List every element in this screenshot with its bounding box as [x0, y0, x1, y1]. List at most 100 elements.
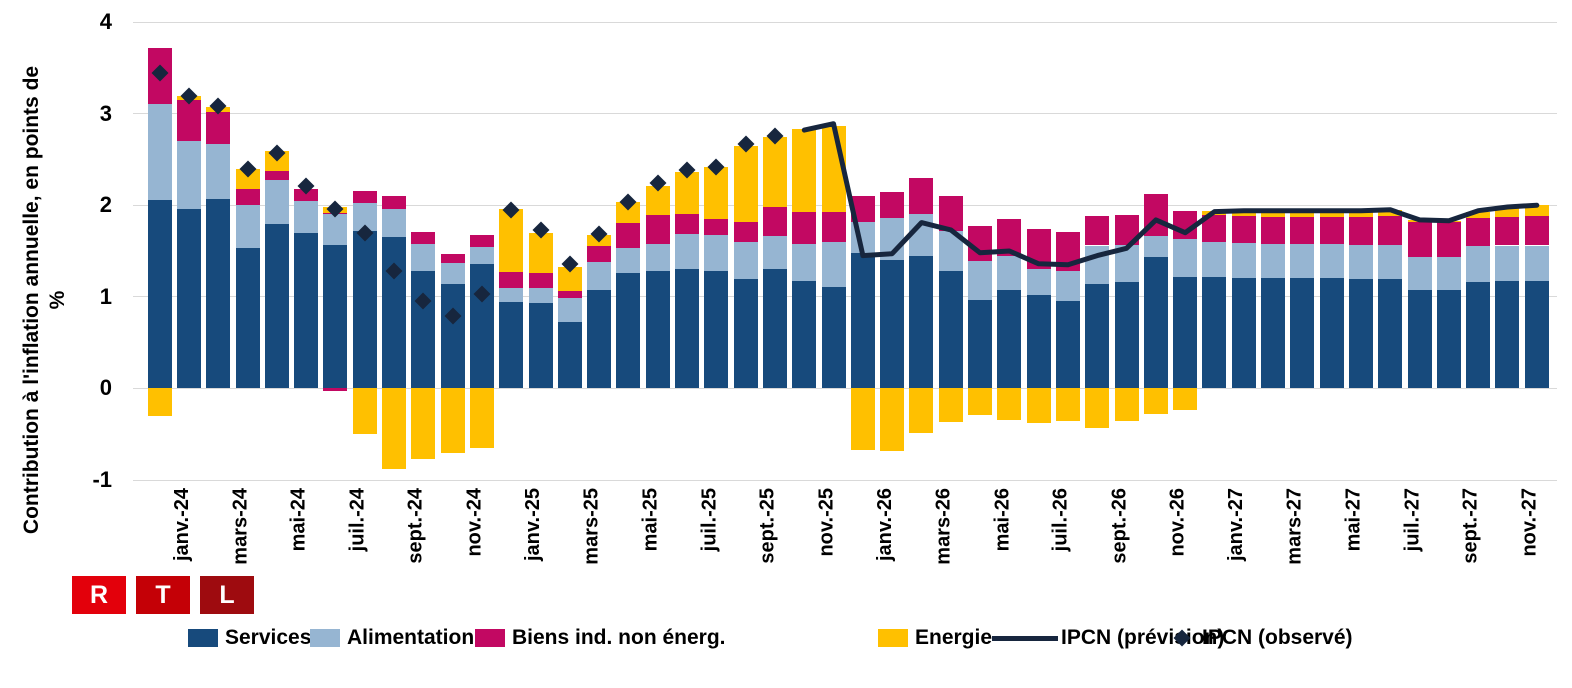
bar-segment-alimentation — [1348, 244, 1373, 280]
bar-segment-biens — [206, 111, 231, 144]
bar-segment-services — [1085, 283, 1110, 389]
bar-segment-energie — [1114, 388, 1139, 422]
bar-segment-services — [1407, 290, 1432, 389]
bar-segment-services — [704, 271, 729, 389]
bar-segment-services — [1202, 276, 1227, 389]
x-tick-label: janv.-27 — [1225, 488, 1248, 561]
bar-segment-services — [1231, 277, 1256, 389]
bar-segment-alimentation — [675, 233, 700, 270]
x-tick-label: mai-25 — [639, 488, 662, 552]
bar-segment-energie — [792, 129, 817, 212]
bar-segment-alimentation — [1143, 236, 1168, 258]
bar-segment-energie — [1466, 211, 1491, 219]
bar-segment-biens — [1290, 217, 1315, 244]
bar-segment-energie — [762, 136, 787, 208]
bar-segment-services — [997, 290, 1022, 389]
bar-segment-services — [411, 271, 436, 389]
bar-segment-energie — [938, 388, 963, 423]
bar-segment-energie — [382, 388, 407, 469]
x-tick-label: juil.-27 — [1401, 488, 1424, 552]
bar-segment-biens — [382, 196, 407, 209]
bar-segment-services — [323, 244, 348, 389]
services-swatch-icon — [188, 629, 218, 647]
bar-segment-biens — [1348, 217, 1373, 245]
y-tick-label: 1 — [99, 283, 112, 309]
bar-segment-alimentation — [587, 261, 612, 291]
bar-segment-alimentation — [1524, 245, 1549, 282]
forecast-line — [801, 121, 1540, 268]
bar-segment-biens — [528, 272, 553, 288]
bar-segment-energie — [1055, 388, 1080, 422]
bar-segment-energie — [616, 202, 641, 223]
bar-segment-biens — [440, 253, 465, 263]
y-tick-label: -1 — [92, 467, 112, 492]
bar-segment-services — [1348, 279, 1373, 389]
bar-segment-alimentation — [1173, 239, 1198, 277]
x-tick-label: mai-24 — [287, 488, 310, 552]
bar-segment-energie — [909, 388, 934, 434]
bar-segment-services — [968, 299, 993, 389]
bar-segment-biens — [323, 388, 348, 392]
bar-segment-energie — [733, 145, 758, 222]
bar-segment-alimentation — [323, 214, 348, 245]
x-tick-label: juil.-25 — [698, 488, 721, 552]
bar-segment-services — [264, 223, 289, 389]
rtl-logo-letter-r: R — [72, 576, 126, 614]
y-tick-label: 3 — [99, 100, 112, 126]
bar-segment-alimentation — [762, 236, 787, 270]
bar-segment-biens — [557, 291, 582, 298]
bar-segment-energie — [440, 388, 465, 453]
bar-segment-energie — [411, 388, 436, 459]
bar-segment-energie — [1495, 206, 1520, 218]
bar-segment-biens — [1319, 217, 1344, 244]
bar-segment-alimentation — [411, 243, 436, 272]
bar-segment-biens — [294, 188, 319, 201]
bar-segment-alimentation — [440, 262, 465, 284]
bar-segment-alimentation — [469, 247, 494, 264]
bar-segment-biens — [1261, 217, 1286, 244]
bar-segment-biens — [1085, 216, 1110, 246]
bar-segment-services — [469, 263, 494, 389]
bar-segment-energie — [469, 388, 494, 448]
bar-segment-biens — [762, 207, 787, 237]
bar-segment-services — [1261, 278, 1286, 389]
x-tick-label: sept.-24 — [405, 488, 428, 564]
bar-segment-alimentation — [1026, 269, 1051, 295]
x-tick-label: mars-27 — [1284, 488, 1307, 565]
bar-segment-alimentation — [1466, 246, 1491, 283]
grid-line — [133, 113, 1557, 115]
bar-segment-services — [206, 198, 231, 389]
bar-segment-biens — [909, 177, 934, 215]
bar-segment-energie — [1378, 209, 1403, 217]
bar-segment-alimentation — [821, 241, 846, 287]
bar-segment-services — [147, 199, 172, 389]
x-tick-label: nov.-27 — [1518, 488, 1541, 557]
bar-segment-alimentation — [1202, 241, 1227, 277]
bar-segment-alimentation — [557, 297, 582, 322]
bar-segment-services — [850, 252, 875, 389]
bar-segment-services — [1524, 281, 1549, 389]
bar-segment-biens — [587, 246, 612, 262]
x-tick-label: sept.-27 — [1459, 488, 1482, 564]
bar-segment-biens — [264, 171, 289, 181]
bar-segment-alimentation — [1436, 257, 1461, 291]
bar-segment-biens — [176, 99, 201, 142]
y-tick-label: 2 — [99, 192, 112, 218]
bar-segment-energie — [499, 208, 524, 273]
bar-segment-biens — [1378, 216, 1403, 245]
bar-segment-alimentation — [1495, 245, 1520, 282]
bar-segment-alimentation — [264, 180, 289, 224]
legend-label-services: Services — [225, 626, 312, 649]
bar-segment-biens — [938, 196, 963, 231]
y-tick-label: 0 — [99, 375, 112, 401]
legend-item-ipcn-observe: IPCN (observé) — [1172, 618, 1353, 658]
bar-segment-services — [733, 279, 758, 389]
bar-segment-services — [1436, 290, 1461, 389]
bar-segment-alimentation — [235, 205, 260, 249]
bar-segment-services — [1173, 276, 1198, 389]
legend-label-energie: Energie — [915, 626, 993, 649]
x-tick-label: mars-25 — [580, 488, 603, 565]
bar-segment-alimentation — [997, 255, 1022, 291]
x-tick-label: nov.-26 — [1166, 488, 1189, 557]
bar-segment-alimentation — [616, 248, 641, 273]
